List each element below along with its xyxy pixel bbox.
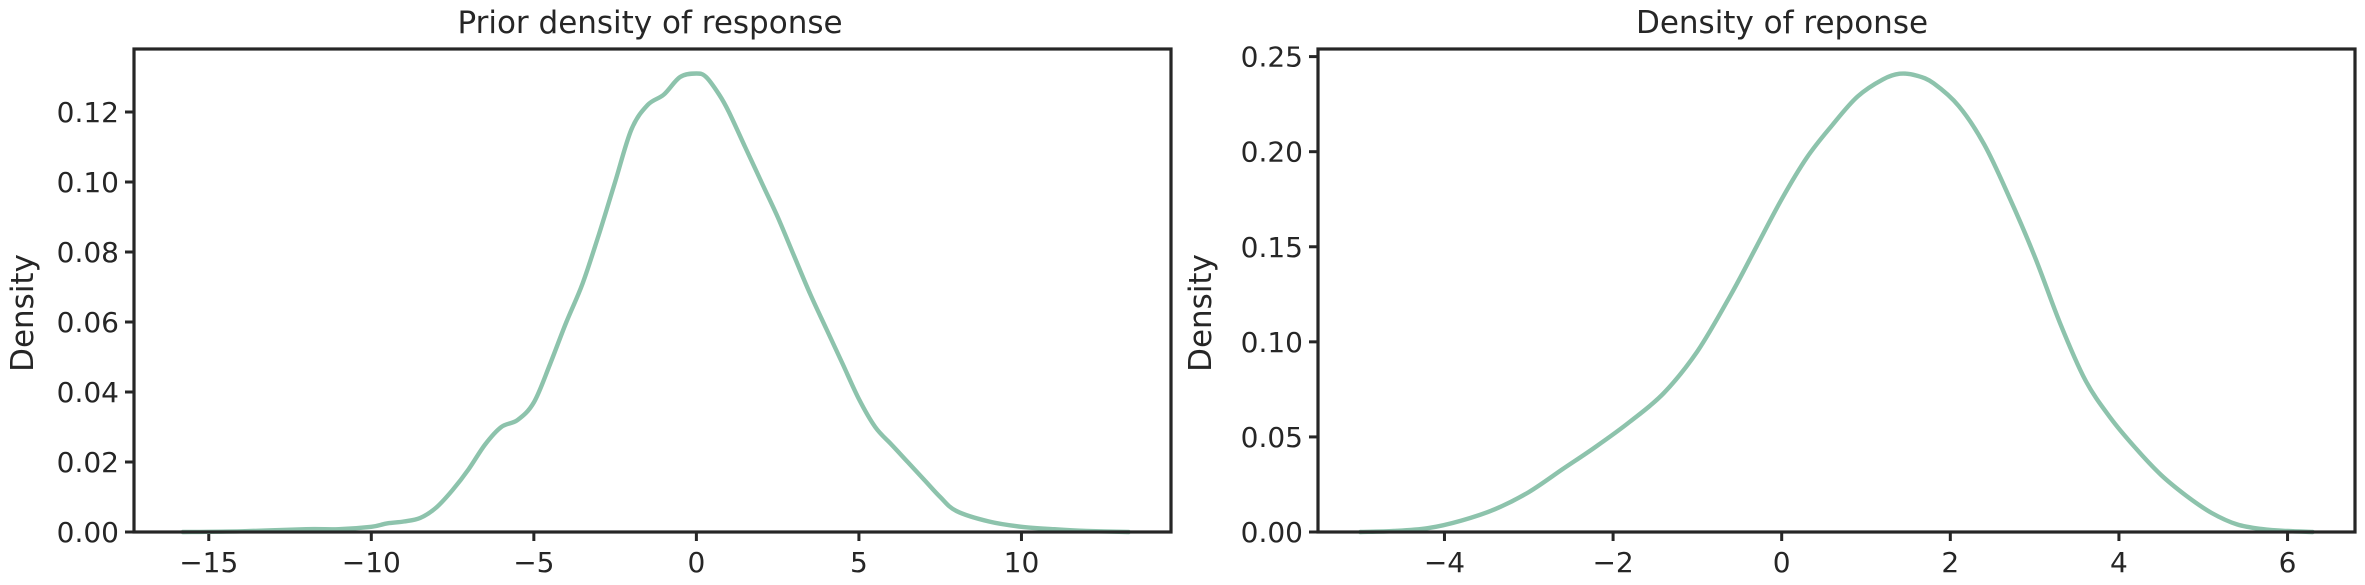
density-line-right xyxy=(1358,71,2315,535)
tick-group-right: −4 −2 0 2 4 6 0.00 0.05 0.10 0.15 0.20 0.25 xyxy=(1241,41,2297,579)
y-tick-label-left: 0.06 xyxy=(57,306,119,339)
y-tick-label-left: 0.04 xyxy=(57,376,119,409)
x-tick-label-right: 4 xyxy=(2110,546,2128,579)
y-tick-label-left: 0.00 xyxy=(57,516,119,549)
chart-title-left: Prior density of response xyxy=(457,5,842,41)
x-tick-label-right: 6 xyxy=(2279,546,2297,579)
x-tick-label-left: 5 xyxy=(850,546,868,579)
y-tick-label-left: 0.08 xyxy=(57,236,119,269)
axes-frame-left xyxy=(132,47,1173,534)
y-tick-label-right: 0.25 xyxy=(1241,41,1303,74)
y-tick-label-left: 0.02 xyxy=(57,446,119,479)
x-tick-label-left: −5 xyxy=(513,546,554,579)
x-tick-label-left: −15 xyxy=(179,546,238,579)
y-tick-label-right: 0.15 xyxy=(1241,231,1303,264)
y-tick-label-right: 0.05 xyxy=(1241,421,1303,454)
x-tick-label-right: 2 xyxy=(1941,546,1959,579)
y-tick-label-left: 0.10 xyxy=(57,166,119,199)
density-line-left xyxy=(180,71,1131,535)
axes-frame-right xyxy=(1316,47,2357,534)
y-axis-label-left: Density xyxy=(5,254,41,372)
x-tick-label-left: 0 xyxy=(687,546,705,579)
left-panel: Prior density of response Density −15 −10… xyxy=(5,5,1173,579)
chart-title-right: Density of reponse xyxy=(1636,5,1928,41)
y-tick-label-left: 0.12 xyxy=(57,96,119,129)
x-tick-label-right: 0 xyxy=(1773,546,1791,579)
x-tick-label-right: −4 xyxy=(1424,546,1465,579)
x-tick-label-right: −2 xyxy=(1592,546,1633,579)
y-axis-label-right: Density xyxy=(1183,254,1219,372)
right-panel: Density of reponse Density −4 −2 0 2 4 6 0.00 0… xyxy=(1183,5,2357,579)
y-tick-label-right: 0.10 xyxy=(1241,326,1303,359)
x-tick-label-left: 10 xyxy=(1004,546,1040,579)
y-tick-label-right: 0.20 xyxy=(1241,136,1303,169)
y-tick-label-right: 0.00 xyxy=(1241,516,1303,549)
x-tick-label-left: −10 xyxy=(342,546,401,579)
tick-group-left: −15 −10 −5 0 5 10 0.00 0.02 0.04 0.06 0.08 0.10 0.12 xyxy=(57,96,1040,579)
